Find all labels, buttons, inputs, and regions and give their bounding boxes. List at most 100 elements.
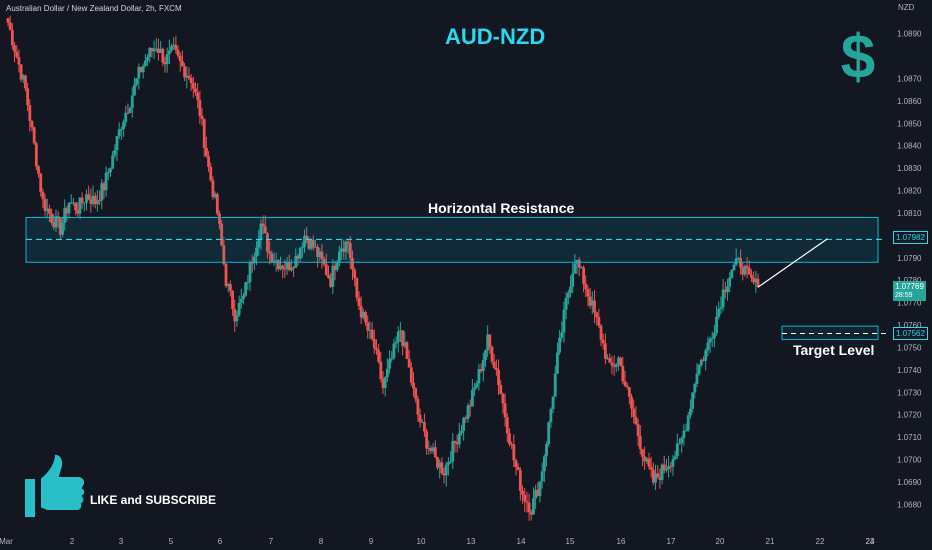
candle-body bbox=[745, 265, 749, 268]
candle-body bbox=[436, 456, 439, 468]
candle-body bbox=[283, 268, 287, 270]
candle-body bbox=[248, 262, 252, 283]
candle-body bbox=[523, 494, 527, 502]
candle-body bbox=[508, 433, 511, 444]
candle-body bbox=[167, 50, 171, 55]
candle-body bbox=[119, 129, 123, 131]
candle-body bbox=[346, 241, 350, 244]
candle-body bbox=[660, 464, 664, 480]
candle-body bbox=[220, 223, 224, 246]
candle-body bbox=[78, 197, 82, 214]
candle-body bbox=[409, 367, 413, 383]
candle-body bbox=[590, 300, 594, 306]
candle-body bbox=[126, 112, 130, 114]
candle-body bbox=[484, 350, 487, 360]
candle-body bbox=[161, 48, 165, 63]
candle-body bbox=[237, 302, 241, 316]
candle-body bbox=[695, 373, 699, 385]
candle-body bbox=[69, 202, 73, 204]
candle-body bbox=[743, 265, 747, 275]
candle-body bbox=[405, 342, 409, 359]
y-tick-label: 1.0820 bbox=[897, 187, 922, 196]
x-tick-label: 6 bbox=[218, 537, 223, 546]
candle-body bbox=[593, 300, 596, 313]
candle-body bbox=[514, 460, 518, 468]
candle-body bbox=[26, 88, 30, 106]
candle-body bbox=[178, 55, 182, 62]
candle-body bbox=[689, 408, 692, 416]
candle-body bbox=[366, 322, 370, 331]
candle-body bbox=[65, 208, 69, 214]
candle-body bbox=[433, 447, 437, 457]
candle-body bbox=[399, 330, 402, 332]
candle-body bbox=[747, 267, 751, 275]
y-tick-label: 1.0690 bbox=[897, 478, 922, 487]
x-tick-label: 23 bbox=[866, 537, 875, 546]
candle-body bbox=[512, 444, 516, 461]
candle-body bbox=[617, 357, 620, 365]
candle-body bbox=[331, 265, 335, 287]
candle-body bbox=[45, 208, 49, 212]
candle-body bbox=[6, 18, 10, 23]
candle-body bbox=[621, 365, 625, 382]
candle-body bbox=[222, 245, 226, 264]
candle-body bbox=[137, 66, 141, 79]
candle-body bbox=[569, 286, 572, 293]
candle-body bbox=[547, 422, 551, 445]
candle-body bbox=[351, 258, 354, 270]
y-tick-label: 1.0860 bbox=[897, 97, 922, 106]
candle-body bbox=[34, 143, 38, 167]
candle-body bbox=[710, 338, 714, 340]
candle-body bbox=[427, 448, 431, 450]
dollar-icon: $ bbox=[841, 23, 875, 92]
candle-body bbox=[357, 297, 361, 307]
candle-body bbox=[425, 431, 429, 449]
candle-body bbox=[706, 342, 710, 351]
candle-body bbox=[200, 115, 204, 119]
candle-body bbox=[741, 267, 745, 275]
candle-body bbox=[586, 289, 590, 297]
candle-body bbox=[381, 379, 385, 388]
candle-body bbox=[466, 405, 470, 419]
candle-body bbox=[721, 289, 725, 308]
candle-body bbox=[518, 470, 522, 491]
candle-body bbox=[505, 417, 509, 434]
candle-body bbox=[205, 147, 208, 157]
symbol-title: Australian Dollar / New Zealand Dollar, … bbox=[6, 4, 182, 13]
candles-layer bbox=[6, 15, 760, 521]
chart-title: AUD-NZD bbox=[445, 24, 546, 49]
candle-body bbox=[501, 393, 505, 404]
candle-body bbox=[191, 82, 195, 89]
candle-body bbox=[575, 259, 579, 264]
candle-body bbox=[423, 422, 426, 432]
candle-body bbox=[139, 66, 143, 73]
y-tick-label: 1.0750 bbox=[897, 343, 922, 352]
candle-body bbox=[556, 352, 559, 374]
candle-body bbox=[475, 383, 479, 388]
candle-body bbox=[684, 430, 688, 432]
candle-body bbox=[662, 464, 666, 471]
candle-body bbox=[8, 22, 12, 30]
y-tick-label: 1.0870 bbox=[897, 75, 922, 84]
candle-body bbox=[52, 222, 56, 228]
candle-body bbox=[726, 286, 729, 293]
last-price-countdown: 28:59 bbox=[895, 292, 913, 299]
candle-body bbox=[211, 180, 215, 198]
candle-body bbox=[719, 307, 723, 309]
candle-body bbox=[74, 202, 77, 211]
candle-body bbox=[128, 108, 132, 113]
candle-body bbox=[669, 466, 673, 468]
candle-body bbox=[239, 298, 243, 303]
candle-body bbox=[494, 367, 498, 371]
candle-body bbox=[390, 357, 394, 360]
y-tick-label: 1.0740 bbox=[897, 366, 922, 375]
candle-body bbox=[165, 54, 169, 65]
svg-text:$: $ bbox=[841, 23, 875, 92]
y-tick-label: 1.0710 bbox=[897, 433, 922, 442]
candle-body bbox=[370, 329, 374, 340]
candle-body bbox=[468, 405, 472, 407]
candle-body bbox=[233, 309, 237, 322]
candle-body bbox=[228, 284, 232, 291]
candle-body bbox=[619, 357, 623, 366]
